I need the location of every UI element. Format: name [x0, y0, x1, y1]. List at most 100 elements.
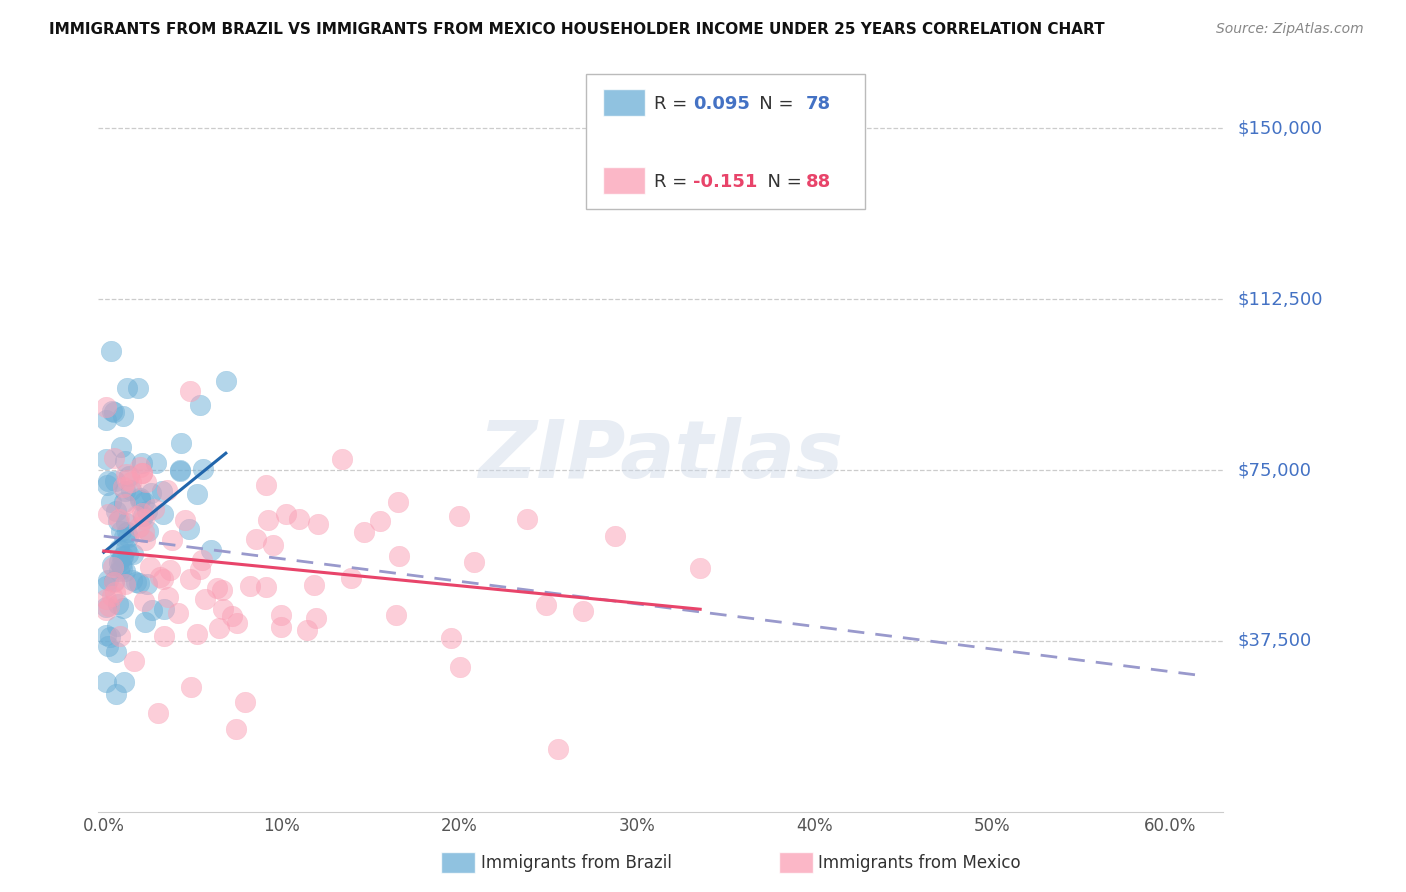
Point: [112, 674, 135, 689]
Text: N =: N =: [756, 173, 808, 191]
Point: [107, 514, 129, 528]
Point: [166, 606, 188, 620]
Point: [169, 435, 191, 450]
Point: [108, 629, 131, 643]
Text: $75,000: $75,000: [1237, 461, 1312, 479]
Point: [160, 533, 183, 547]
Point: [122, 654, 145, 668]
Point: [257, 513, 280, 527]
Point: [103, 560, 125, 574]
Point: [103, 574, 125, 589]
Point: [129, 491, 152, 505]
Point: [449, 660, 471, 674]
Point: [94, 603, 117, 617]
Point: [97, 475, 120, 489]
Point: [110, 440, 132, 454]
Point: [107, 598, 129, 612]
Point: [547, 741, 569, 756]
Point: [239, 579, 262, 593]
Point: [129, 460, 152, 475]
Point: [112, 530, 135, 544]
Point: [104, 645, 127, 659]
Point: [153, 601, 176, 615]
Text: ZIPatlas: ZIPatlas: [478, 417, 844, 495]
Point: [114, 454, 136, 468]
Point: [103, 405, 125, 419]
Point: [103, 450, 125, 465]
Point: [274, 507, 297, 521]
Point: [139, 485, 162, 500]
Point: [115, 473, 138, 487]
Point: [118, 469, 141, 483]
Point: [107, 512, 129, 526]
Point: [96, 478, 118, 492]
Point: [134, 495, 156, 509]
Point: [107, 564, 129, 578]
Point: [603, 529, 626, 543]
Point: [191, 553, 214, 567]
Text: $112,500: $112,500: [1237, 290, 1323, 308]
Point: [157, 590, 180, 604]
Point: [120, 483, 142, 498]
Point: [225, 723, 247, 737]
Point: [97, 599, 120, 614]
Point: [94, 599, 117, 614]
Point: [111, 550, 134, 565]
Point: [145, 456, 167, 470]
Point: [233, 694, 256, 708]
Point: [262, 538, 284, 552]
Point: [120, 475, 142, 490]
Point: [388, 549, 411, 563]
Point: [94, 400, 117, 414]
Point: [117, 547, 139, 561]
Point: [136, 503, 159, 517]
Point: [121, 573, 143, 587]
Point: [94, 413, 117, 427]
Text: 0.095: 0.095: [693, 95, 749, 113]
Point: [288, 512, 311, 526]
Point: [208, 621, 231, 635]
Point: [115, 541, 138, 556]
Point: [139, 559, 162, 574]
Point: [97, 573, 120, 587]
Point: [110, 524, 132, 538]
Point: [104, 687, 127, 701]
Point: [179, 572, 201, 586]
Point: [100, 344, 122, 359]
Point: [516, 511, 538, 525]
Point: [302, 578, 325, 592]
Point: [131, 466, 153, 480]
Point: [307, 517, 329, 532]
Text: Immigrants from Brazil: Immigrants from Brazil: [481, 854, 672, 871]
Text: -0.151: -0.151: [693, 173, 758, 191]
Point: [385, 608, 408, 623]
Point: [150, 483, 173, 498]
Point: [254, 580, 277, 594]
Point: [131, 466, 153, 480]
Point: [254, 478, 277, 492]
Point: [536, 599, 558, 613]
Point: [107, 555, 129, 569]
Point: [105, 618, 128, 632]
Point: [110, 561, 132, 575]
Point: [110, 558, 132, 572]
Point: [131, 506, 153, 520]
Point: [200, 542, 222, 557]
Point: [136, 576, 159, 591]
Point: [132, 512, 155, 526]
Point: [114, 577, 136, 591]
Point: [101, 558, 124, 572]
Point: [270, 607, 292, 622]
Point: [180, 680, 202, 694]
Point: [153, 629, 176, 643]
Point: [134, 615, 156, 630]
Point: [101, 403, 124, 417]
Point: [186, 487, 208, 501]
Point: [114, 484, 136, 499]
Text: Source: ZipAtlas.com: Source: ZipAtlas.com: [1216, 22, 1364, 37]
Point: [148, 706, 170, 720]
Point: [104, 475, 127, 489]
Point: [129, 493, 152, 508]
Point: [125, 574, 148, 589]
Point: [94, 579, 117, 593]
